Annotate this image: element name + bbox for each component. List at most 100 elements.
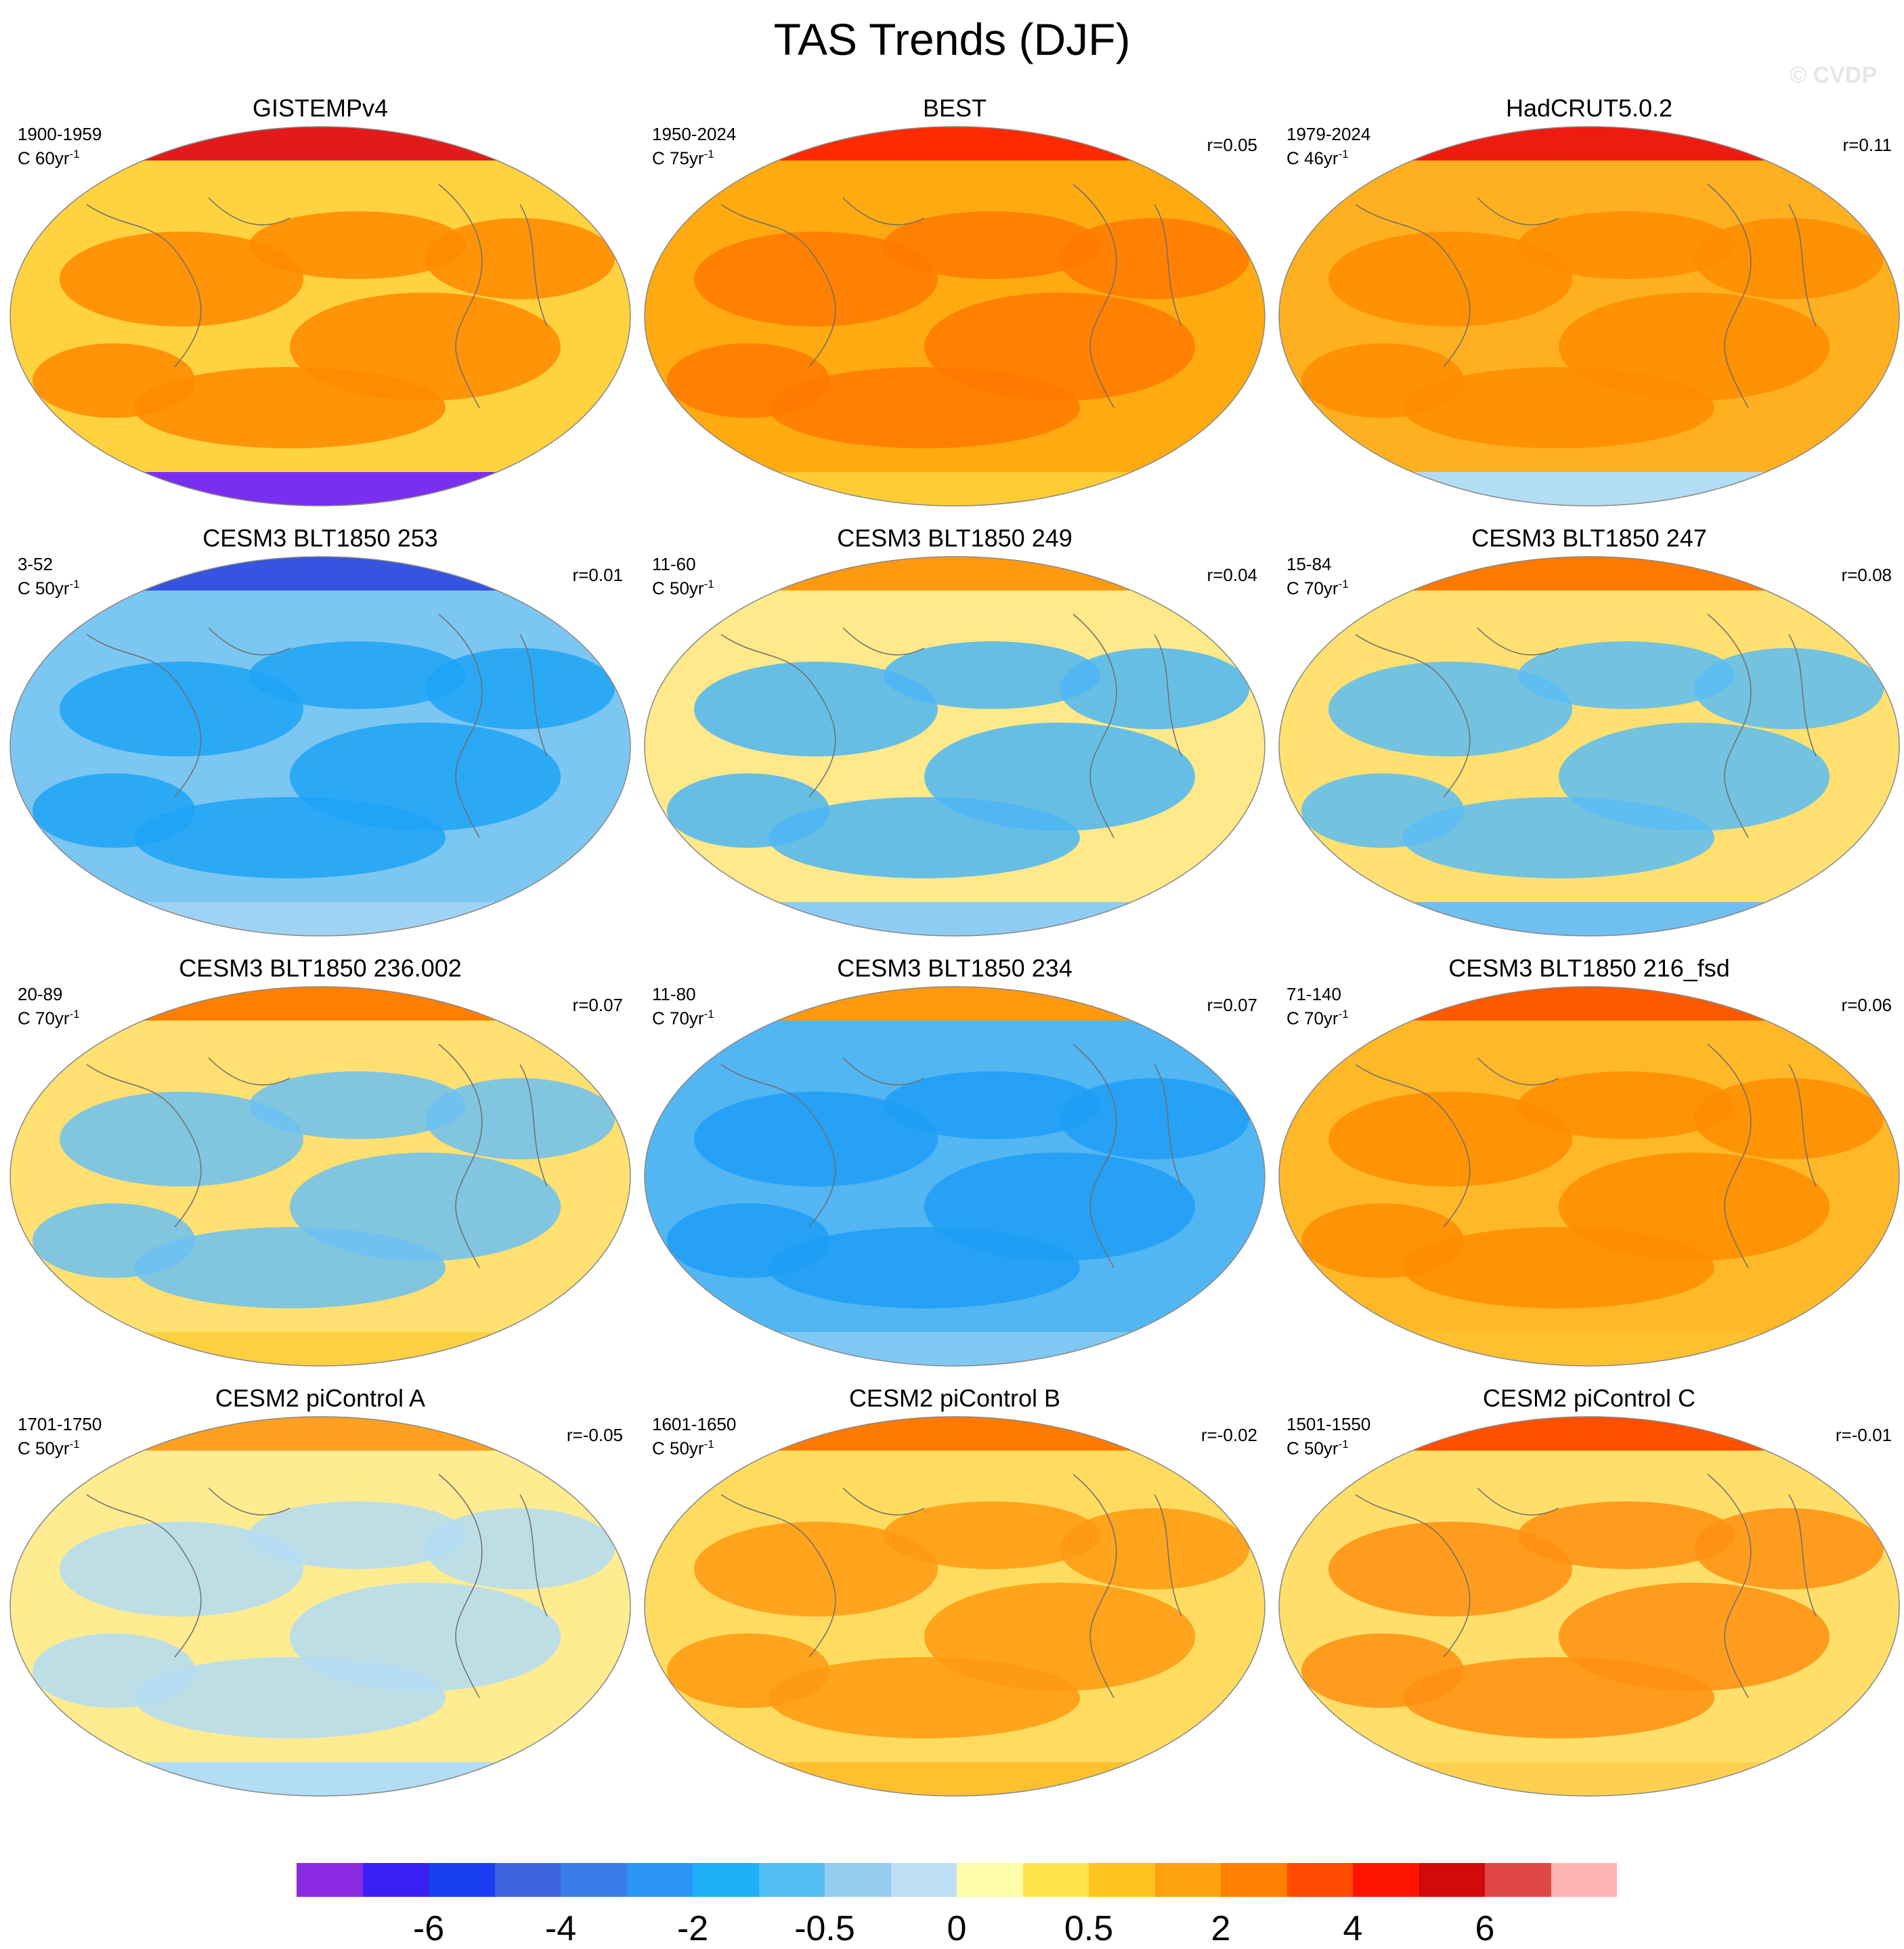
trend-anomaly-region: [1060, 1078, 1249, 1159]
panel-scale: C 50yr-1: [18, 578, 80, 599]
trend-anomaly-region: [425, 1508, 615, 1589]
world-map: [1278, 1416, 1900, 1797]
colorbar-tick-label: 4: [1343, 1909, 1363, 1948]
coastlines: [86, 614, 548, 838]
trend-anomaly-region: [33, 773, 195, 848]
world-map: [644, 1416, 1265, 1797]
figure-title: TAS Trends (DJF): [773, 14, 1131, 64]
trend-anomaly-region: [1694, 1078, 1884, 1159]
trend-anomaly-region: [1518, 1071, 1735, 1139]
trend-anomaly-region: [425, 1078, 615, 1159]
panel-period: 1900-1959: [18, 124, 102, 144]
panel-period: 3-52: [18, 554, 53, 574]
panel-title: CESM2 piControl B: [848, 1384, 1061, 1412]
trend-anomaly-region: [1518, 641, 1735, 709]
panel-period: 15-84: [1286, 554, 1332, 574]
map-border: [9, 986, 631, 1367]
trend-anomaly-region: [769, 367, 1080, 448]
colorbar-swatch: [297, 1863, 363, 1897]
colorbar-labels: -6 -4 -2 -0.5 0 0.5 2 4 6: [0, 1908, 1904, 1949]
colorbar-swatch: [758, 1863, 825, 1897]
colorbar-swatch: [1089, 1863, 1155, 1897]
trend-anomaly-region: [884, 1071, 1100, 1139]
map-border: [1278, 986, 1900, 1367]
colorbar-swatch: [1286, 1863, 1353, 1897]
panel-scale: C 70yr-1: [652, 1008, 714, 1029]
map-panel: CESM3 BLT1850 247 15-84 C 70yr-1 r=0.08: [1274, 525, 1904, 958]
trend-anomaly-region: [769, 797, 1080, 878]
trend-anomaly-region: [60, 232, 303, 326]
trend-anomaly-region: [769, 1657, 1080, 1738]
colorbar-swatch: [561, 1863, 627, 1897]
trend-anomaly-region: [1328, 662, 1572, 756]
trend-anomaly-region: [249, 641, 466, 709]
world-map: [1278, 556, 1900, 937]
colorbar-tick-label: -2: [676, 1909, 709, 1948]
map-border: [9, 126, 631, 507]
map-border: [1278, 126, 1900, 507]
arctic-band: [1279, 557, 1899, 591]
colorbar-tick-label: 0.5: [1064, 1909, 1114, 1948]
colorbar-tick-label: 0: [947, 1909, 967, 1948]
panel-title: CESM3 BLT1850 234: [837, 954, 1073, 982]
trend-anomaly-region: [33, 1203, 195, 1278]
coastlines: [86, 1044, 548, 1268]
world-map: [9, 1416, 631, 1797]
coastlines: [1355, 184, 1817, 408]
trend-anomaly-region: [33, 1633, 195, 1708]
trend-anomaly-region: [33, 343, 195, 418]
world-map: [9, 986, 631, 1367]
colorbar-swatch: [957, 1863, 1023, 1897]
colorbar-swatch: [494, 1863, 561, 1897]
colorbar-tick-label: -4: [544, 1909, 577, 1948]
trend-anomaly-region: [60, 662, 303, 756]
colorbar-swatch: [825, 1863, 891, 1897]
panel-title: CESM3 BLT1850 236.002: [179, 954, 462, 982]
map-panel: CESM3 BLT1850 236.002 20-89 C 70yr-1 r=0.07: [5, 955, 635, 1388]
map-border: [9, 1416, 631, 1797]
arctic-band: [1279, 987, 1899, 1021]
trend-anomaly-region: [1403, 1657, 1714, 1738]
trend-anomaly-region: [425, 218, 615, 299]
colorbar-swatch: [429, 1863, 495, 1897]
arctic-band: [1279, 1417, 1899, 1451]
antarctic-band: [1279, 1332, 1899, 1366]
panel-correlation: r=-0.01: [1835, 1425, 1892, 1445]
colorbar-swatch: [1485, 1863, 1551, 1897]
trend-anomaly-region: [1060, 1508, 1249, 1589]
map-panel: CESM3 BLT1850 253 3-52 C 50yr-1 r=0.01: [5, 525, 635, 958]
map-panel: CESM2 piControl C 1501-1550 C 50yr-1 r=-0.0…: [1274, 1385, 1904, 1818]
trend-anomaly-region: [667, 1203, 829, 1278]
map-panel: CESM2 piControl A 1701-1750 C 50yr-1 r=-0.0…: [5, 1385, 635, 1818]
arctic-band: [645, 127, 1265, 160]
panel-scale: C 46yr-1: [1286, 148, 1349, 169]
map-panel: CESM3 BLT1850 234 11-80 C 70yr-1 r=0.07: [640, 955, 1270, 1388]
panel-title: CESM3 BLT1850 216_fsd: [1448, 954, 1730, 982]
coastlines: [1355, 1044, 1817, 1268]
panel-scale: C 50yr-1: [18, 1438, 80, 1459]
panel-correlation: r=0.11: [1842, 135, 1892, 155]
trend-anomaly-region: [1694, 648, 1884, 729]
panel-period: 11-60: [652, 554, 696, 574]
panel-correlation: r=0.06: [1841, 995, 1892, 1015]
map-border: [644, 126, 1265, 507]
antarctic-band: [10, 472, 630, 506]
panel-period: 71-140: [1286, 984, 1341, 1004]
arctic-band: [10, 127, 630, 160]
world-map: [644, 126, 1265, 507]
colorbar-swatch: [1419, 1863, 1485, 1897]
colorbar-swatch: [1221, 1863, 1287, 1897]
panel-correlation: r=0.07: [1207, 995, 1257, 1015]
antarctic-band: [1279, 1762, 1899, 1796]
colorbar-swatch: [1551, 1863, 1617, 1897]
trend-anomaly-region: [1301, 1633, 1464, 1708]
map-panel: CESM2 piControl B 1601-1650 C 50yr-1 r=-0.0…: [640, 1385, 1270, 1818]
watermark: © CVDP: [1790, 62, 1877, 88]
colorbar-swatch: [626, 1863, 693, 1897]
coastlines: [720, 1044, 1182, 1268]
panel-period: 1501-1550: [1286, 1414, 1371, 1434]
panel-correlation: r=-0.05: [566, 1425, 623, 1445]
map-border: [9, 556, 631, 937]
arctic-band: [10, 557, 630, 591]
trend-anomaly-region: [1301, 343, 1464, 418]
